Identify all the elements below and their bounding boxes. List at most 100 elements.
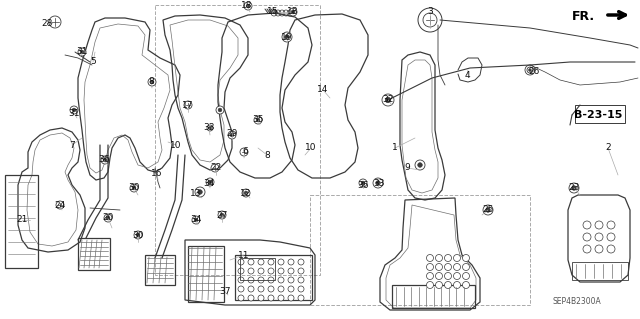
Circle shape (278, 295, 284, 301)
Circle shape (298, 295, 304, 301)
Circle shape (268, 268, 274, 274)
Circle shape (463, 263, 470, 271)
Text: 7: 7 (69, 140, 75, 150)
Circle shape (529, 69, 531, 71)
Text: 24: 24 (54, 201, 66, 210)
Circle shape (359, 179, 367, 187)
Circle shape (218, 211, 226, 219)
Circle shape (208, 180, 212, 184)
Circle shape (445, 263, 451, 271)
Circle shape (463, 255, 470, 262)
Circle shape (242, 189, 250, 197)
Circle shape (220, 213, 224, 217)
Circle shape (463, 281, 470, 288)
Circle shape (426, 272, 433, 279)
Circle shape (150, 80, 154, 84)
Text: 13: 13 (190, 189, 202, 197)
Circle shape (298, 259, 304, 265)
Text: 31: 31 (76, 48, 88, 56)
Bar (575, 105, 625, 123)
Circle shape (258, 295, 264, 301)
Text: FR.: FR. (572, 11, 595, 24)
Text: 6: 6 (242, 147, 248, 157)
Text: 1: 1 (392, 144, 398, 152)
Circle shape (72, 108, 76, 112)
Circle shape (258, 259, 264, 265)
Circle shape (426, 255, 433, 262)
Circle shape (454, 263, 461, 271)
Circle shape (483, 205, 493, 215)
Circle shape (435, 263, 442, 271)
Circle shape (278, 286, 284, 292)
Circle shape (278, 277, 284, 283)
Text: 3: 3 (427, 8, 433, 17)
Circle shape (258, 286, 264, 292)
Circle shape (258, 277, 264, 283)
Text: 33: 33 (204, 123, 215, 132)
Circle shape (607, 233, 615, 241)
Circle shape (238, 259, 244, 265)
Text: 21: 21 (16, 216, 28, 225)
Circle shape (527, 67, 533, 73)
Circle shape (376, 181, 380, 185)
Circle shape (248, 295, 254, 301)
Text: 11: 11 (238, 250, 250, 259)
Circle shape (288, 268, 294, 274)
Text: 29: 29 (227, 129, 237, 137)
Circle shape (218, 108, 222, 112)
Circle shape (583, 245, 591, 253)
Circle shape (268, 259, 274, 265)
Text: 19: 19 (281, 33, 292, 41)
Circle shape (78, 48, 86, 56)
Circle shape (195, 187, 205, 197)
Text: 34: 34 (204, 179, 214, 188)
Circle shape (216, 106, 224, 114)
Text: 8: 8 (264, 151, 270, 160)
Circle shape (426, 281, 433, 288)
Circle shape (288, 277, 294, 283)
Circle shape (298, 268, 304, 274)
Circle shape (254, 116, 262, 124)
Text: 27: 27 (216, 211, 228, 219)
Text: 34: 34 (190, 216, 202, 225)
Text: 16: 16 (151, 168, 163, 177)
Circle shape (445, 281, 451, 288)
Circle shape (361, 181, 365, 185)
Circle shape (373, 178, 383, 188)
Circle shape (607, 245, 615, 253)
Circle shape (415, 160, 425, 170)
Text: B-23-15: B-23-15 (574, 110, 622, 120)
Circle shape (184, 101, 192, 109)
Circle shape (583, 221, 591, 229)
Circle shape (569, 183, 579, 193)
Text: 2: 2 (605, 144, 611, 152)
Text: 9: 9 (404, 164, 410, 173)
Circle shape (198, 190, 202, 194)
Circle shape (240, 148, 248, 156)
Circle shape (278, 268, 284, 274)
Text: 30: 30 (128, 183, 140, 192)
Text: 4: 4 (464, 70, 470, 79)
Text: 17: 17 (182, 100, 194, 109)
Circle shape (291, 10, 295, 14)
Text: 10: 10 (305, 144, 317, 152)
Text: 26: 26 (528, 68, 540, 77)
Circle shape (268, 277, 274, 283)
Circle shape (106, 216, 110, 220)
Circle shape (104, 214, 112, 222)
Circle shape (230, 133, 234, 137)
Text: 33: 33 (373, 179, 385, 188)
Circle shape (246, 4, 250, 8)
Circle shape (238, 286, 244, 292)
Circle shape (49, 16, 61, 28)
Circle shape (445, 255, 451, 262)
Text: 25: 25 (483, 205, 493, 214)
Bar (310, 195, 530, 305)
Text: 36: 36 (99, 155, 109, 165)
Circle shape (256, 118, 260, 122)
Text: 22: 22 (211, 164, 221, 173)
Circle shape (268, 286, 274, 292)
Text: 28: 28 (42, 19, 52, 27)
Circle shape (595, 221, 603, 229)
Text: 15: 15 (268, 8, 279, 17)
